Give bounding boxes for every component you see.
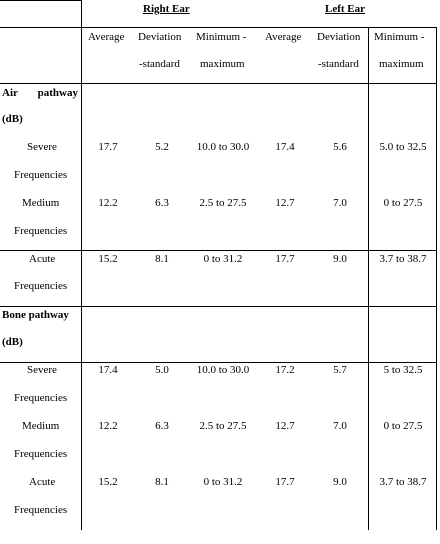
cell-left-deviation: 9.0 (333, 476, 347, 488)
section-unit-air: (dB) (2, 113, 23, 125)
row-label: Acute (29, 476, 56, 488)
col-right-deviation-2: -standard (139, 58, 180, 70)
cell-left-range: 3.7 to 38.7 (379, 476, 427, 488)
section-unit-bone: (dB) (2, 336, 23, 348)
cell-left-range: 3.7 to 38.7 (379, 253, 427, 265)
col-divider-right-edge (436, 28, 437, 530)
rule-under-column-headings (0, 83, 437, 84)
cell-left-deviation: 7.0 (333, 197, 347, 209)
col-right-average: Average (88, 31, 125, 43)
section-title-air-word2: pathway (37, 87, 78, 99)
cell-right-range: 2.5 to 27.5 (199, 197, 247, 209)
cell-right-range: 0 to 31.2 (203, 476, 243, 488)
cell-right-average: 15.2 (98, 476, 118, 488)
cell-left-range: 5 to 32.5 (383, 364, 423, 376)
col-right-minmax-2: maximum (200, 58, 245, 70)
cell-left-deviation: 7.0 (333, 420, 347, 432)
rule-under-air-medium (0, 250, 437, 251)
col-left-deviation: Deviation (317, 31, 361, 43)
col-right-minmax: Minimum - (196, 31, 247, 43)
rule-under-bone-header (0, 362, 437, 363)
cell-left-average: 17.4 (275, 141, 295, 153)
rule-under-ear-headings (0, 27, 437, 28)
row-label: Severe (27, 364, 57, 376)
rule-top-segment-left (0, 0, 81, 1)
cell-right-average: 12.2 (98, 420, 118, 432)
row-label: Medium (22, 197, 60, 209)
cell-right-deviation: 5.2 (155, 141, 169, 153)
cell-left-average: 17.7 (275, 253, 295, 265)
col-left-minmax: Minimum - (374, 31, 425, 43)
cell-left-range: 0 to 27.5 (383, 197, 423, 209)
cell-right-average: 15.2 (98, 253, 118, 265)
cell-left-average: 17.2 (275, 364, 295, 376)
left-ear-heading: Left Ear (325, 3, 366, 15)
cell-right-range: 10.0 to 30.0 (196, 141, 250, 153)
cell-right-range: 0 to 31.2 (203, 253, 243, 265)
section-title-air-word1: Air (2, 87, 18, 99)
row-label-2: Frequencies (14, 169, 68, 181)
row-label: Acute (29, 253, 56, 265)
cell-right-deviation: 6.3 (155, 420, 169, 432)
col-right-deviation: Deviation (138, 31, 182, 43)
col-left-minmax-2: maximum (379, 58, 424, 70)
cell-right-deviation: 6.3 (155, 197, 169, 209)
cell-left-deviation: 5.7 (333, 364, 347, 376)
cell-right-deviation: 8.1 (155, 253, 169, 265)
row-label-2: Frequencies (14, 504, 68, 516)
section-title-air: Air pathway (2, 86, 78, 100)
cell-right-average: 12.2 (98, 197, 118, 209)
cell-left-range: 0 to 27.5 (383, 420, 423, 432)
cell-right-deviation: 8.1 (155, 476, 169, 488)
rule-under-air-section (0, 306, 437, 307)
cell-left-average: 12.7 (275, 420, 295, 432)
col-left-average: Average (265, 31, 302, 43)
row-label-2: Frequencies (14, 280, 68, 292)
cell-right-average: 17.7 (98, 141, 118, 153)
cell-left-average: 17.7 (275, 476, 295, 488)
section-title-bone: Bone pathway (2, 309, 69, 321)
cell-right-deviation: 5.0 (155, 364, 169, 376)
cell-left-deviation: 5.6 (333, 141, 347, 153)
right-ear-heading: Right Ear (143, 3, 190, 15)
row-label-2: Frequencies (14, 225, 68, 237)
row-label-2: Frequencies (14, 448, 68, 460)
row-label: Severe (27, 141, 57, 153)
col-divider-left-range (368, 28, 369, 530)
col-divider-labels (81, 0, 82, 530)
cell-left-average: 12.7 (275, 197, 295, 209)
cell-left-range: 5.0 to 32.5 (379, 141, 427, 153)
cell-right-average: 17.4 (98, 364, 118, 376)
cell-left-deviation: 9.0 (333, 253, 347, 265)
cell-right-range: 2.5 to 27.5 (199, 420, 247, 432)
cell-right-range: 10.0 to 30.0 (196, 364, 250, 376)
row-label-2: Frequencies (14, 392, 68, 404)
col-left-deviation-2: -standard (318, 58, 359, 70)
row-label: Medium (22, 420, 60, 432)
